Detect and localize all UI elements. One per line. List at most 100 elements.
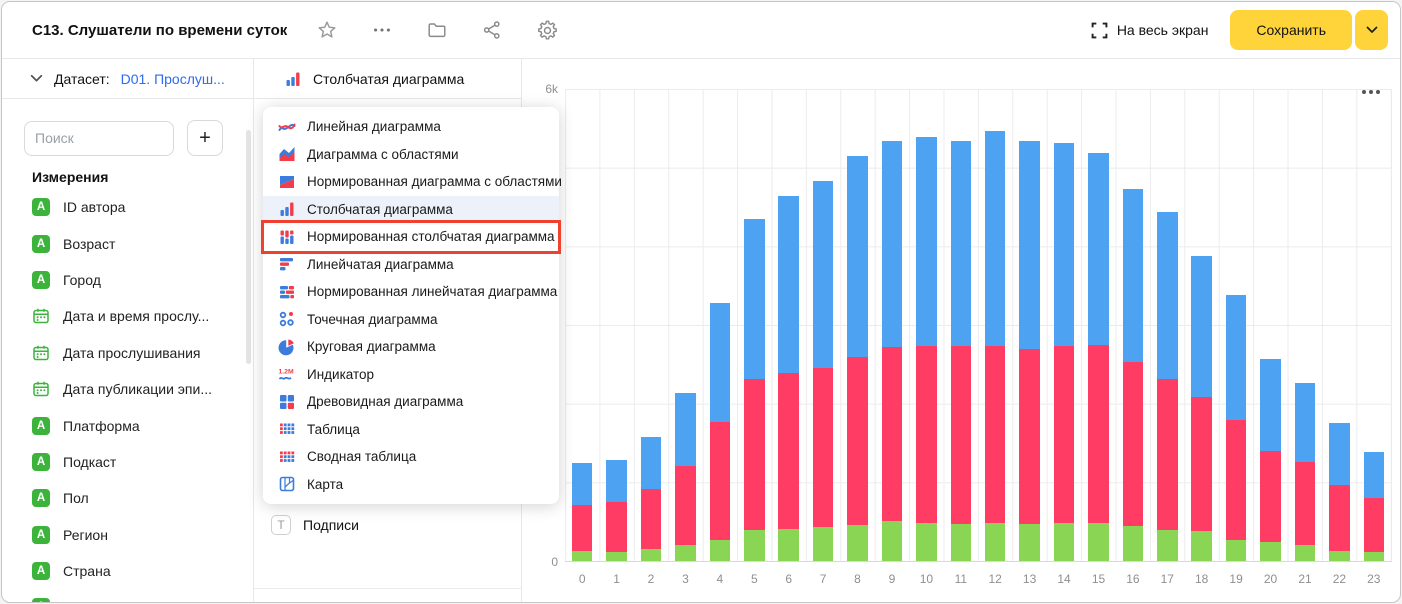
folder-icon[interactable] xyxy=(425,18,449,42)
bar-segment-green[interactable] xyxy=(1088,523,1109,561)
bar-segment-green[interactable] xyxy=(1191,531,1212,561)
menu-item-normalized-column-chart[interactable]: Нормированная столбчатая диаграмма xyxy=(263,223,559,251)
bar-segment-blue[interactable] xyxy=(778,196,799,373)
bar-segment-blue[interactable] xyxy=(675,392,696,466)
bar-segment-green[interactable] xyxy=(881,520,903,561)
bar-segment-red[interactable] xyxy=(778,372,799,529)
sidebar-scrollbar[interactable] xyxy=(246,130,251,364)
bar-segment-red[interactable] xyxy=(916,346,937,523)
bar-segment-red[interactable] xyxy=(1329,484,1350,551)
menu-item-pivot-table[interactable]: Сводная таблица xyxy=(263,443,559,471)
bar-segment-green[interactable] xyxy=(1019,524,1040,561)
bar-segment-red[interactable] xyxy=(812,367,834,528)
bar-segment-blue[interactable] xyxy=(709,303,731,422)
bar-segment-red[interactable] xyxy=(950,346,972,524)
bar-segment-red[interactable] xyxy=(1225,420,1247,540)
menu-item-normalized-area-chart[interactable]: Нормированная диаграмма с областями xyxy=(263,168,562,196)
bar-segment-red[interactable] xyxy=(1053,345,1075,523)
menu-item-treemap-chart[interactable]: Древовидная диаграмма xyxy=(263,388,559,416)
bar-segment-blue[interactable] xyxy=(640,436,662,489)
bar-segment-green[interactable] xyxy=(778,528,799,561)
bar-segment-blue[interactable] xyxy=(1225,295,1247,421)
menu-item-map[interactable]: Карта xyxy=(263,471,559,499)
search-input[interactable] xyxy=(24,120,174,156)
bar-segment-green[interactable] xyxy=(950,524,972,561)
bar-segment-red[interactable] xyxy=(606,502,627,552)
menu-item-indicator[interactable]: 1.2M Индикатор xyxy=(278,366,375,382)
field-row[interactable]: A Пол xyxy=(2,480,253,516)
bar-segment-green[interactable] xyxy=(640,549,662,561)
favorite-star-icon[interactable] xyxy=(315,18,339,42)
save-button[interactable]: Сохранить xyxy=(1230,10,1352,50)
bar-segment-blue[interactable] xyxy=(1122,188,1144,362)
labels-settings-row[interactable]: T Подписи xyxy=(271,511,359,539)
field-row[interactable]: Дата прослушивания xyxy=(2,335,253,371)
bar-segment-green[interactable] xyxy=(916,522,937,561)
menu-item-pie-chart[interactable]: Круговая диаграмма xyxy=(263,333,559,361)
bar-segment-green[interactable] xyxy=(606,551,627,561)
field-row[interactable]: A Тип клиента xyxy=(2,589,253,602)
bar-segment-blue[interactable] xyxy=(916,136,937,347)
bar-segment-green[interactable] xyxy=(675,544,696,561)
bar-segment-red[interactable] xyxy=(1363,498,1385,552)
share-icon[interactable] xyxy=(480,18,504,42)
bar-segment-blue[interactable] xyxy=(847,155,868,357)
menu-item-column-chart[interactable]: Столбчатая диаграмма xyxy=(263,195,559,223)
bar-segment-blue[interactable] xyxy=(1329,423,1350,485)
bar-segment-red[interactable] xyxy=(571,505,593,551)
bar-segment-red[interactable] xyxy=(1088,344,1109,524)
bar-segment-red[interactable] xyxy=(1294,461,1316,545)
chevron-down-icon[interactable] xyxy=(30,74,43,83)
bar-segment-red[interactable] xyxy=(881,347,903,521)
bar-segment-green[interactable] xyxy=(1329,550,1350,561)
field-row[interactable]: A Подкаст xyxy=(2,444,253,480)
field-row[interactable]: A Платформа xyxy=(2,407,253,443)
menu-item-scatter-chart[interactable]: Точечная диаграмма xyxy=(263,306,559,334)
save-dropdown-button[interactable] xyxy=(1355,10,1388,50)
bar-segment-blue[interactable] xyxy=(571,463,593,506)
bar-segment-blue[interactable] xyxy=(1019,140,1040,349)
bar-segment-blue[interactable] xyxy=(950,140,972,347)
bar-segment-green[interactable] xyxy=(812,527,834,561)
bar-segment-blue[interactable] xyxy=(744,218,765,379)
chart-type-selector[interactable]: Столбчатая диаграмма xyxy=(254,59,521,99)
bar-segment-red[interactable] xyxy=(984,346,1006,523)
menu-item-bar-chart[interactable]: Линейчатая диаграмма xyxy=(263,251,559,279)
bar-segment-green[interactable] xyxy=(1122,525,1144,561)
bar-segment-green[interactable] xyxy=(984,522,1006,561)
bar-segment-red[interactable] xyxy=(1122,362,1144,526)
bar-segment-green[interactable] xyxy=(1225,539,1247,561)
field-row[interactable]: A Возраст xyxy=(2,225,253,261)
field-row[interactable]: A Город xyxy=(2,262,253,298)
bar-segment-red[interactable] xyxy=(1260,450,1281,543)
bar-segment-green[interactable] xyxy=(709,539,731,561)
bar-segment-green[interactable] xyxy=(1260,542,1281,561)
menu-item-table[interactable]: Таблица xyxy=(263,416,559,444)
bar-segment-blue[interactable] xyxy=(1260,358,1281,451)
bar-segment-green[interactable] xyxy=(847,524,868,561)
field-row[interactable]: Дата и время прослу... xyxy=(2,298,253,334)
bar-segment-red[interactable] xyxy=(1019,348,1040,524)
dataset-link[interactable]: D01. Прослуш... xyxy=(120,70,225,87)
bar-segment-blue[interactable] xyxy=(1363,451,1385,499)
bar-segment-blue[interactable] xyxy=(1157,211,1178,379)
bar-segment-blue[interactable] xyxy=(1088,152,1109,345)
bar-segment-green[interactable] xyxy=(1053,522,1075,561)
bar-segment-green[interactable] xyxy=(1294,544,1316,561)
bar-segment-red[interactable] xyxy=(640,488,662,550)
bar-segment-blue[interactable] xyxy=(984,131,1006,347)
bar-segment-red[interactable] xyxy=(709,421,731,540)
bar-segment-green[interactable] xyxy=(1157,529,1178,561)
bar-segment-blue[interactable] xyxy=(1294,383,1316,462)
bar-segment-blue[interactable] xyxy=(606,459,627,502)
bar-segment-blue[interactable] xyxy=(1191,255,1212,397)
fullscreen-button[interactable]: На весь экран xyxy=(1091,22,1208,39)
add-field-button[interactable]: + xyxy=(187,120,223,156)
bar-segment-red[interactable] xyxy=(847,356,868,525)
field-row[interactable]: Дата публикации эпи... xyxy=(2,371,253,407)
bar-segment-green[interactable] xyxy=(1363,551,1385,561)
bar-segment-blue[interactable] xyxy=(812,181,834,368)
more-ellipsis-icon[interactable] xyxy=(370,18,394,42)
bar-segment-blue[interactable] xyxy=(881,140,903,347)
bar-segment-blue[interactable] xyxy=(1053,142,1075,346)
